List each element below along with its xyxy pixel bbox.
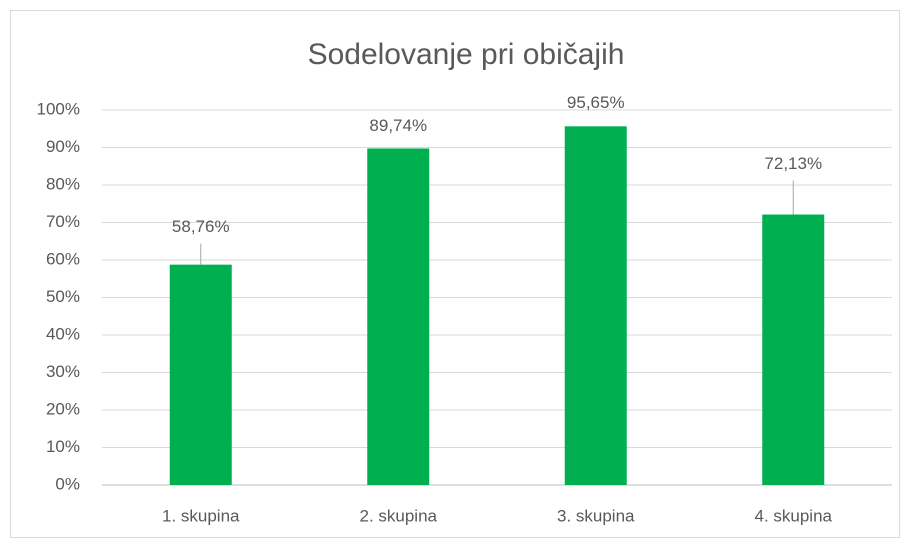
data-label: 72,13% bbox=[764, 154, 822, 173]
x-tick-label: 3. skupina bbox=[557, 506, 635, 525]
data-label: 58,76% bbox=[172, 217, 230, 236]
bar bbox=[169, 264, 232, 485]
y-tick-label: 90% bbox=[46, 137, 80, 156]
y-tick-label: 0% bbox=[55, 474, 80, 493]
y-tick-label: 10% bbox=[46, 437, 80, 456]
chart-border bbox=[10, 10, 900, 538]
data-label: 89,74% bbox=[369, 116, 427, 135]
data-label: 95,65% bbox=[567, 93, 625, 112]
x-tick-label: 4. skupina bbox=[755, 506, 833, 525]
y-tick-label: 50% bbox=[46, 287, 80, 306]
y-tick-label: 40% bbox=[46, 324, 80, 343]
chart-title: Sodelovanje pri običajih bbox=[308, 38, 625, 71]
y-tick-label: 20% bbox=[46, 399, 80, 418]
x-tick-label: 1. skupina bbox=[162, 506, 240, 525]
y-tick-label: 60% bbox=[46, 249, 80, 268]
y-tick-label: 30% bbox=[46, 362, 80, 381]
y-tick-label: 100% bbox=[37, 99, 80, 118]
x-tick-label: 2. skupina bbox=[360, 506, 438, 525]
y-tick-label: 80% bbox=[46, 174, 80, 193]
y-tick-label: 70% bbox=[46, 212, 80, 231]
bar bbox=[367, 148, 430, 485]
bar bbox=[762, 214, 825, 485]
bar bbox=[564, 126, 627, 485]
